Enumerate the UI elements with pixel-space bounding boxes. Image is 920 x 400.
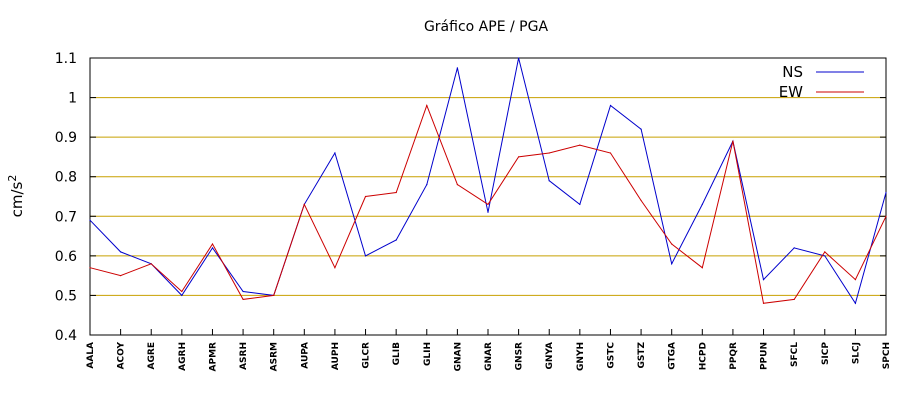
data-point-ns (364, 255, 367, 257)
y-tick-label: 0.7 (55, 209, 77, 225)
data-point-ew (671, 243, 673, 245)
data-point-ns (854, 302, 857, 304)
data-point-ew (364, 195, 367, 198)
x-tick-label: PPQR (729, 342, 739, 370)
data-point-ew (640, 199, 642, 202)
x-tick-label: SICP (821, 342, 831, 365)
x-tick-label: PPUN (760, 342, 770, 370)
legend: NS EW (779, 63, 864, 101)
data-point-ew (395, 191, 397, 194)
x-tick-label: GLCR (362, 342, 372, 369)
data-point-ew (211, 243, 214, 245)
data-point-ns (334, 152, 336, 154)
y-tick-label: 0.9 (55, 130, 77, 146)
data-point-ns (456, 67, 458, 69)
data-point-ew (273, 294, 275, 296)
x-tick-label: SLCJ (851, 342, 861, 364)
x-tick-label: ASRH (239, 342, 249, 370)
data-point-ns (211, 247, 214, 249)
data-point-ns (548, 180, 550, 182)
data-point-ew (487, 203, 489, 205)
legend-label-ns: NS (782, 63, 803, 81)
data-point-ns (640, 128, 642, 130)
data-point-ew (548, 152, 550, 154)
data-point-ns (701, 203, 703, 205)
data-point-ew (701, 267, 703, 269)
y-tick-label: 0.5 (55, 288, 77, 304)
x-tick-label: AALA (86, 342, 96, 369)
data-point-ns (89, 219, 91, 221)
x-tick-label: AUPH (331, 342, 341, 370)
y-tick-label: 0.8 (55, 170, 77, 186)
data-point-ns (518, 57, 520, 59)
x-tick-label: HCPD (698, 342, 708, 370)
y-axis-label: cm/s2 (6, 175, 26, 218)
x-tick-label: GSTC (606, 342, 616, 369)
data-point-ew (456, 184, 458, 186)
data-point-ew (426, 104, 428, 107)
series-line-ns (89, 57, 887, 305)
y-tick-label: 0.6 (55, 249, 77, 265)
data-point-ns (609, 104, 612, 107)
data-point-ns (579, 203, 581, 205)
data-point-ew (609, 152, 612, 154)
data-point-ns (487, 211, 489, 213)
axis-ticks: 0.4 0.5 0.6 0.7 0.8 0.9 1 1.1 AALA ACOY AGRE AGRH AP… (55, 51, 892, 371)
data-point-ew (824, 251, 826, 253)
data-point-ns (181, 294, 183, 296)
data-point-ew (242, 298, 244, 300)
data-point-ew (181, 290, 183, 293)
data-point-ew (579, 144, 581, 146)
data-point-ew (89, 267, 91, 269)
x-tick-label: GTGA (668, 342, 678, 370)
plot-frame (89, 57, 887, 336)
data-point-ns (671, 263, 673, 265)
chart-title: Gráfico APE / PGA (424, 19, 548, 35)
x-tick-label: AGRH (178, 342, 188, 371)
x-tick-label: ACOY (117, 342, 127, 370)
data-point-ns (793, 247, 795, 249)
x-tick-label: APMR (208, 342, 218, 372)
data-point-ew (732, 140, 734, 142)
y-tick-label: 1 (68, 91, 77, 107)
data-point-ew (150, 263, 152, 265)
x-tick-label: AUPA (300, 342, 310, 369)
data-point-ns (120, 251, 122, 253)
x-tick-label: ASRM (270, 342, 280, 371)
data-point-ns (242, 290, 244, 293)
data-point-ew (120, 275, 122, 277)
series-lines (89, 57, 887, 305)
grid-lines (90, 97, 886, 296)
data-point-ew (518, 156, 520, 158)
data-point-ns (395, 239, 397, 241)
data-point-ew (334, 267, 336, 269)
x-tick-label: GNAN (453, 342, 463, 371)
data-point-ew (793, 298, 795, 300)
x-tick-label: GNSR (515, 342, 525, 370)
data-point-ns (824, 255, 826, 257)
x-tick-label: GNAR (484, 342, 494, 371)
x-tick-label: SFCL (790, 342, 800, 367)
legend-label-ew: EW (779, 83, 803, 101)
x-tick-label: SPCH (882, 342, 892, 369)
data-point-ew (885, 215, 887, 217)
x-tick-label: GSTZ (637, 342, 647, 369)
data-point-ew (762, 302, 765, 304)
x-tick-label: AGRE (147, 342, 157, 369)
data-point-ew (854, 279, 857, 281)
y-tick-label: 0.4 (55, 328, 77, 344)
x-tick-label: GLIB (392, 342, 402, 365)
data-point-ew (303, 203, 305, 205)
y-tick-label: 1.1 (55, 51, 77, 67)
x-tick-label: GNYA (545, 342, 555, 370)
data-point-ns (885, 191, 887, 194)
data-point-ns (426, 184, 428, 186)
x-tick-label: GNYH (576, 342, 586, 371)
data-point-ns (762, 279, 765, 281)
x-tick-label: GLIH (423, 342, 433, 366)
